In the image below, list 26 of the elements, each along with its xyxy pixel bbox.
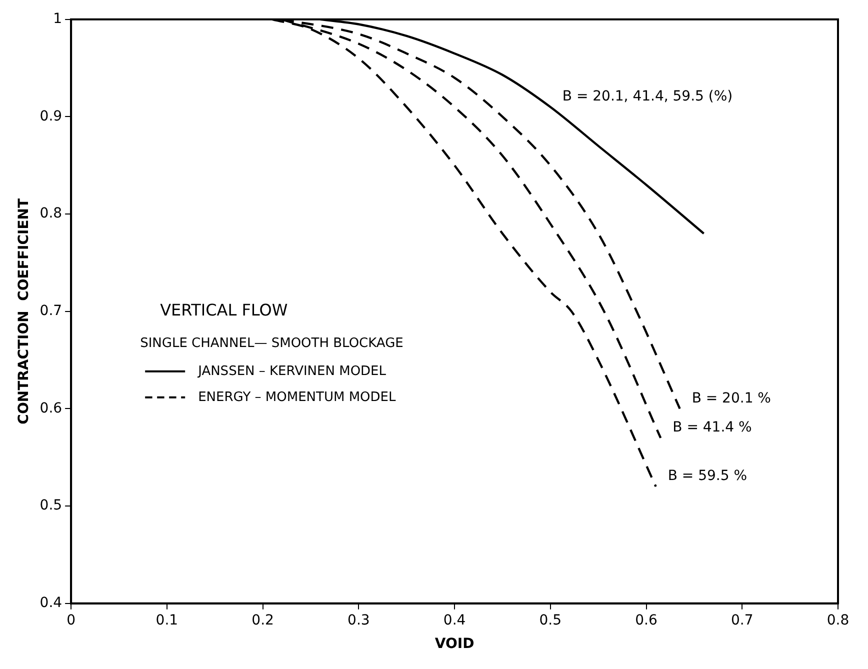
y-tick-label: 1 bbox=[53, 11, 62, 28]
y-tick-label: 0.9 bbox=[40, 108, 62, 124]
x-tick-label: 0 bbox=[66, 612, 76, 628]
annotation: B = 59.5 % bbox=[668, 468, 748, 484]
y-tick-label: 0.8 bbox=[40, 206, 62, 222]
legend-label: ENERGY – MOMENTUM MODEL bbox=[198, 390, 396, 405]
y-tick-label: 0.6 bbox=[40, 400, 62, 416]
x-tick-label: 0.6 bbox=[635, 612, 658, 628]
y-tick-label: 0.4 bbox=[40, 595, 62, 612]
annotation: B = 20.1, 41.4, 59.5 (%) bbox=[562, 88, 733, 105]
x-tick-label: 0.5 bbox=[539, 612, 562, 628]
annotation: SINGLE CHANNEL— SMOOTH BLOCKAGE bbox=[140, 336, 404, 351]
x-tick-label: 0.7 bbox=[731, 612, 754, 628]
annotation: B = 41.4 % bbox=[672, 420, 752, 436]
x-tick-label: 0.3 bbox=[348, 612, 370, 628]
legend-title: VERTICAL FLOW bbox=[160, 300, 288, 320]
x-tick-label: 0.1 bbox=[156, 612, 178, 628]
x-tick-label: 0.2 bbox=[252, 612, 274, 628]
y-tick-label: 0.7 bbox=[40, 303, 62, 320]
x-axis-title: VOID bbox=[434, 636, 474, 652]
x-tick-label: 0.8 bbox=[826, 612, 850, 628]
y-tick-label: 0.5 bbox=[40, 498, 62, 514]
x-tick-label: 0.4 bbox=[443, 612, 466, 628]
annotation: B = 20.1 % bbox=[692, 390, 771, 406]
y-axis-title: CONTRACTION COEFFICIENT bbox=[16, 198, 32, 424]
legend-label: JANSSEN – KERVINEN MODEL bbox=[197, 364, 387, 379]
